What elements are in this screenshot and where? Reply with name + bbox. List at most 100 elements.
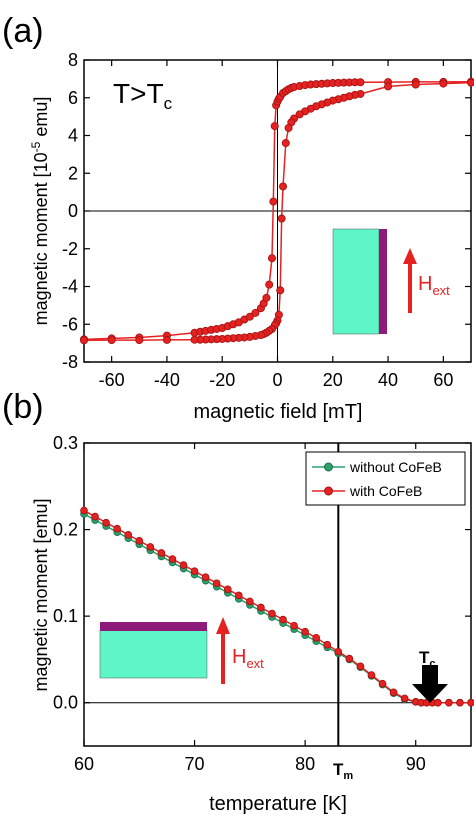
series-point-with-cofeb — [456, 698, 464, 707]
legend-entry-without-cofeb: without CoFeB — [349, 459, 442, 475]
x-tick-label: 40 — [378, 370, 398, 390]
hysteresis-point — [190, 335, 199, 344]
series-point-with-cofeb — [323, 640, 332, 649]
panel-b-hext-arrow — [216, 617, 230, 684]
series-point-with-cofeb — [146, 543, 155, 551]
x-tick-label: -60 — [99, 370, 125, 390]
x-tick-label: -40 — [154, 370, 180, 390]
legend-entry-with-cofeb: with CoFeB — [349, 483, 422, 499]
panel-a-ylabel: magnetic moment [10-5 emu] — [29, 97, 51, 326]
series-point-with-cofeb — [223, 585, 232, 594]
series-point-with-cofeb — [334, 647, 343, 656]
series-point-with-cofeb — [378, 679, 387, 688]
y-tick-label: 0 — [68, 201, 78, 221]
series-point-with-cofeb — [279, 615, 287, 624]
annotation-main: T>T — [113, 78, 164, 109]
hysteresis-point — [107, 336, 116, 345]
panel-a-cofeb-layer — [379, 229, 387, 334]
series-point-with-cofeb — [235, 591, 243, 600]
series-point-with-cofeb — [212, 579, 221, 588]
hysteresis-point — [439, 79, 448, 88]
hysteresis-point — [80, 336, 89, 345]
y-tick-label: 0.3 — [53, 433, 78, 453]
panel-a-letter: (a) — [2, 12, 44, 50]
panel-b-cofeb-layer — [100, 622, 207, 631]
hysteresis-point — [281, 139, 290, 148]
hysteresis-point — [467, 78, 474, 87]
panel-b-film-layer — [99, 629, 208, 679]
y-tick-label: 0.2 — [53, 520, 78, 540]
hysteresis-point — [135, 336, 144, 345]
x-tick-label: 0 — [272, 370, 282, 390]
series-point-with-cofeb — [246, 597, 254, 606]
x-tick-label: 80 — [295, 754, 315, 774]
y-tick-label: 2 — [68, 163, 78, 183]
tc-label: Tc — [419, 648, 436, 670]
y-tick-label: 0.1 — [53, 606, 78, 626]
y-tick-label: 6 — [68, 88, 78, 108]
series-point-with-cofeb — [102, 518, 110, 527]
series-point-with-cofeb — [434, 698, 442, 707]
hysteresis-point — [295, 110, 304, 119]
series-point-with-cofeb — [190, 567, 199, 575]
annotation-sub: c — [164, 94, 173, 113]
series-point-with-cofeb — [124, 530, 133, 539]
y-tick-label: 4 — [68, 126, 78, 146]
panel-b-ticks: 60 70 80 90 0.0 0.1 0.2 0.3 — [53, 433, 471, 774]
panel-a-film-layer — [332, 228, 380, 335]
series-point-with-cofeb — [201, 573, 210, 581]
series-point-with-cofeb — [400, 694, 409, 703]
series-point-with-cofeb — [345, 654, 354, 663]
y-tick-label: -2 — [62, 239, 78, 259]
x-tick-label: 90 — [406, 754, 426, 774]
hysteresis-point — [265, 280, 274, 289]
hysteresis-point — [270, 122, 279, 131]
series-point-with-cofeb — [389, 688, 398, 697]
hysteresis-point — [267, 254, 276, 263]
y-tick-label: 8 — [68, 50, 78, 70]
tc-arrow — [412, 665, 448, 703]
series-point-with-cofeb — [157, 549, 166, 557]
hysteresis-point — [262, 293, 271, 302]
panel-b-letter: (b) — [2, 388, 44, 426]
hysteresis-point — [411, 80, 420, 89]
series-point-with-cofeb — [301, 627, 309, 636]
panel-b-legend: without CoFeB with CoFeB — [305, 451, 466, 506]
series-point-with-cofeb — [467, 698, 474, 707]
series-point-with-cofeb — [312, 633, 321, 642]
series-point-with-cofeb — [113, 524, 121, 533]
panel-b-ylabel: magnetic moment [emu] — [31, 498, 51, 691]
y-tick-label: -4 — [62, 277, 78, 297]
hysteresis-point — [356, 78, 365, 87]
x-tick-label: 60 — [74, 754, 94, 774]
tm-label: Tm — [333, 760, 353, 782]
series-point-with-cofeb — [91, 512, 99, 521]
series-point-with-cofeb — [179, 561, 188, 569]
panel-a-hext-label: Hext — [418, 273, 450, 298]
hysteresis-point — [162, 335, 171, 344]
x-tick-label: -20 — [209, 370, 235, 390]
hysteresis-point — [276, 286, 285, 295]
panel-b-data — [80, 506, 474, 707]
series-point-with-cofeb — [445, 698, 453, 707]
hysteresis-point — [269, 197, 278, 206]
y-tick-label: -6 — [62, 314, 78, 334]
panel-a-xlabel: magnetic field [mT] — [194, 401, 363, 423]
series-point-with-cofeb — [135, 537, 144, 545]
panel-b-hext-label: Hext — [232, 646, 264, 671]
series-point-with-cofeb — [257, 603, 265, 612]
hysteresis-point — [277, 214, 286, 223]
series-point-with-cofeb — [168, 555, 177, 563]
x-tick-label: 60 — [433, 370, 453, 390]
hysteresis-point — [279, 182, 288, 191]
series-point-with-cofeb — [367, 671, 376, 679]
panel-a-data — [80, 77, 474, 345]
panel-b: (b) 60 70 80 90 0.0 0.1 0.2 0.3 without CoFeB w… — [2, 388, 474, 815]
panel-a-hext-arrow — [403, 248, 417, 313]
panel-a-annotation: T>Tc — [113, 78, 173, 113]
hysteresis-point — [284, 123, 293, 132]
series-point-with-cofeb — [80, 506, 88, 515]
x-tick-label: 70 — [185, 754, 205, 774]
